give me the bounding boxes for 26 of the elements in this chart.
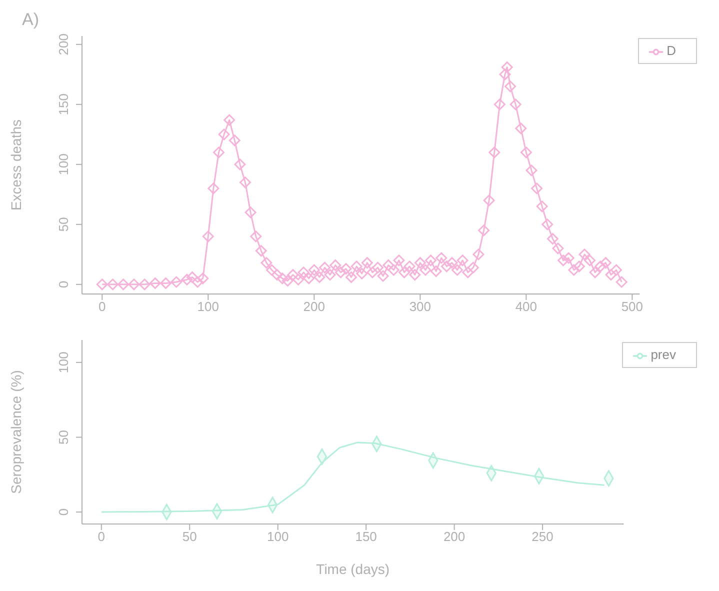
legend-label: prev bbox=[650, 347, 676, 362]
y-tick-label: 50 bbox=[56, 430, 71, 444]
x-tick-label: 0 bbox=[98, 299, 106, 314]
y-axis-title: Excess deaths bbox=[8, 119, 24, 211]
chart-title: A) bbox=[22, 10, 39, 30]
x-tick-label: 300 bbox=[409, 299, 432, 314]
y-tick-label: 50 bbox=[56, 217, 71, 232]
y-tick-label: 100 bbox=[56, 352, 71, 374]
x-tick-label: 150 bbox=[355, 529, 377, 544]
y-tick-label: 100 bbox=[56, 154, 71, 176]
x-tick-label: 400 bbox=[515, 299, 538, 314]
x-axis-title: Time (days) bbox=[316, 561, 390, 577]
x-tick-label: 0 bbox=[98, 529, 106, 544]
y-tick-label: 150 bbox=[56, 94, 71, 116]
x-tick-label: 250 bbox=[532, 529, 554, 544]
y-tick-label: 200 bbox=[56, 34, 71, 56]
legend-label: D bbox=[666, 43, 676, 58]
x-tick-label: 200 bbox=[303, 299, 326, 314]
x-tick-label: 50 bbox=[182, 529, 197, 544]
x-tick-label: 500 bbox=[621, 299, 644, 314]
x-tick-label: 100 bbox=[197, 299, 220, 314]
y-tick-label: 0 bbox=[56, 508, 71, 516]
y-axis-title: Seroprevalence (%) bbox=[8, 370, 24, 494]
y-tick-label: 0 bbox=[56, 280, 71, 288]
x-tick-label: 100 bbox=[267, 529, 289, 544]
x-tick-label: 200 bbox=[443, 529, 466, 544]
